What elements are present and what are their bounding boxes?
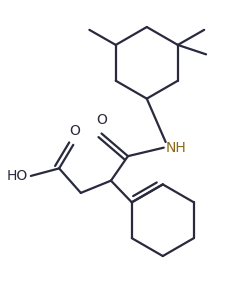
Text: O: O <box>70 124 81 138</box>
Text: O: O <box>96 113 107 127</box>
Text: HO: HO <box>7 169 28 183</box>
Text: NH: NH <box>166 141 186 155</box>
